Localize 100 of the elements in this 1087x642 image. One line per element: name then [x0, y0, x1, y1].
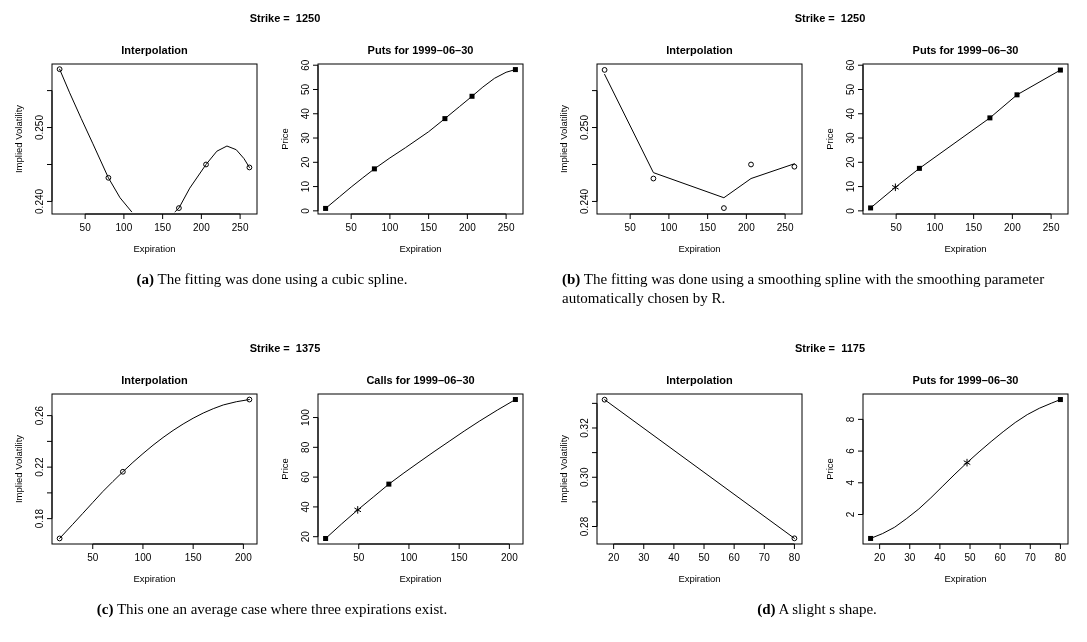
line-series [870, 399, 1061, 539]
text: Strike = 1375 [249, 342, 321, 354]
chart-title: Interpolation [666, 44, 734, 56]
x-tick-label: 200 [1004, 222, 1022, 233]
text: Strike = 1250 [794, 12, 866, 24]
y-axis-title: Price [279, 128, 290, 150]
y-tick-label: 60 [300, 471, 311, 483]
text: (a) The fitting was done using a cubic spline. [136, 271, 408, 288]
x-tick-label: 20 [874, 552, 886, 563]
x-tick-label: 250 [1042, 222, 1060, 233]
point [469, 93, 475, 99]
x-tick-label: 100 [115, 222, 133, 233]
y-tick-label: 0.18 [34, 508, 45, 529]
x-tick-label: 100 [926, 222, 944, 233]
y-tick-label: 60 [845, 59, 856, 71]
point [1057, 67, 1063, 73]
y-tick-label: 20 [300, 530, 311, 543]
y-tick-label: 0.32 [579, 417, 590, 438]
x-axis-title: Expiration [399, 573, 442, 584]
x-tick-label: 100 [400, 552, 418, 563]
x-tick-label: 70 [1024, 552, 1037, 563]
point [386, 481, 392, 487]
y-tick-label: 0 [845, 207, 856, 214]
chart-title: Puts for 1999–06–30 [912, 44, 1019, 56]
x-tick-label: 100 [134, 552, 152, 563]
y-tick-label: 0.30 [579, 467, 590, 487]
y-tick-label: 4 [845, 479, 856, 486]
text: (c) This one an average case where three expirations exist. [96, 601, 448, 618]
x-tick-label: 70 [758, 552, 771, 563]
line-series [325, 399, 516, 539]
x-tick-label: 200 [501, 552, 519, 563]
text: Strike = 1175 [794, 342, 866, 354]
y-axis-title: Price [824, 128, 835, 150]
y-tick-label: 2 [845, 511, 856, 518]
point [868, 205, 874, 211]
y-axis-title: Implied Volatility [13, 104, 24, 174]
x-tick-label: 250 [231, 222, 249, 233]
y-axis-title: Implied Volatility [558, 104, 569, 174]
y-axis-title: Price [279, 458, 290, 480]
x-axis-title: Expiration [944, 243, 987, 254]
y-tick-label: 0.240 [579, 188, 590, 214]
y-tick-label: 0.250 [579, 114, 590, 141]
x-axis-title: Expiration [133, 573, 176, 584]
y-tick-label: 80 [300, 441, 311, 453]
text: Strike = 1250 [249, 12, 321, 24]
chart-title: Interpolation [121, 44, 189, 56]
x-tick-label: 150 [154, 222, 172, 233]
y-tick-label: 8 [845, 416, 856, 423]
text: (d) A slight s shape. [757, 601, 877, 618]
x-tick-label: 50 [624, 222, 637, 233]
y-tick-label: 60 [300, 59, 311, 71]
line-series [325, 69, 516, 209]
x-tick-label: 100 [381, 222, 399, 233]
point [442, 116, 448, 122]
x-tick-label: 80 [1054, 552, 1067, 563]
x-axis-title: Expiration [678, 243, 721, 254]
x-tick-label: 50 [353, 552, 365, 563]
x-tick-label: 150 [965, 222, 983, 233]
point [371, 166, 377, 172]
y-tick-label: 100 [300, 408, 311, 426]
x-tick-label: 40 [934, 552, 946, 563]
x-tick-label: 40 [668, 552, 680, 563]
y-tick-label: 40 [300, 107, 311, 120]
chart-title: Puts for 1999–06–30 [912, 374, 1019, 386]
x-axis-title: Expiration [399, 243, 442, 254]
chart-title: Puts for 1999–06–30 [367, 44, 474, 56]
x-tick-label: 50 [79, 222, 92, 233]
x-tick-label: 100 [660, 222, 678, 233]
y-tick-label: 0.28 [579, 516, 590, 537]
x-tick-label: 30 [638, 552, 650, 563]
x-tick-label: 60 [728, 552, 741, 563]
x-tick-label: 50 [964, 552, 977, 563]
y-tick-label: 0.26 [34, 405, 45, 426]
x-axis-title: Expiration [678, 573, 721, 584]
x-tick-label: 200 [193, 222, 211, 233]
point [512, 67, 518, 73]
y-tick-label: 50 [300, 83, 311, 96]
x-tick-label: 80 [788, 552, 801, 563]
y-tick-label: 20 [845, 156, 856, 168]
chart-title: Calls for 1999–06–30 [366, 374, 475, 386]
point [353, 505, 362, 515]
point [987, 115, 993, 121]
x-tick-label: 20 [608, 552, 620, 563]
y-tick-label: 30 [300, 132, 311, 144]
x-tick-label: 50 [698, 552, 711, 563]
x-tick-label: 150 [184, 552, 202, 563]
x-tick-label: 50 [890, 222, 903, 233]
chart-title: Interpolation [666, 374, 734, 386]
y-tick-label: 30 [845, 132, 856, 144]
x-tick-label: 30 [904, 552, 916, 563]
x-tick-label: 150 [450, 552, 468, 563]
point [323, 535, 329, 541]
y-tick-label: 50 [845, 83, 856, 96]
y-axis-title: Implied Volatility [13, 434, 24, 504]
y-tick-label: 20 [300, 156, 311, 168]
point [1057, 397, 1063, 403]
text: (b) The fitting was done using a smoothing spline with the smoothing parameter automatically chosen by R. [562, 271, 1045, 306]
x-tick-label: 200 [235, 552, 253, 563]
x-tick-label: 150 [699, 222, 717, 233]
y-axis-title: Price [824, 458, 835, 480]
